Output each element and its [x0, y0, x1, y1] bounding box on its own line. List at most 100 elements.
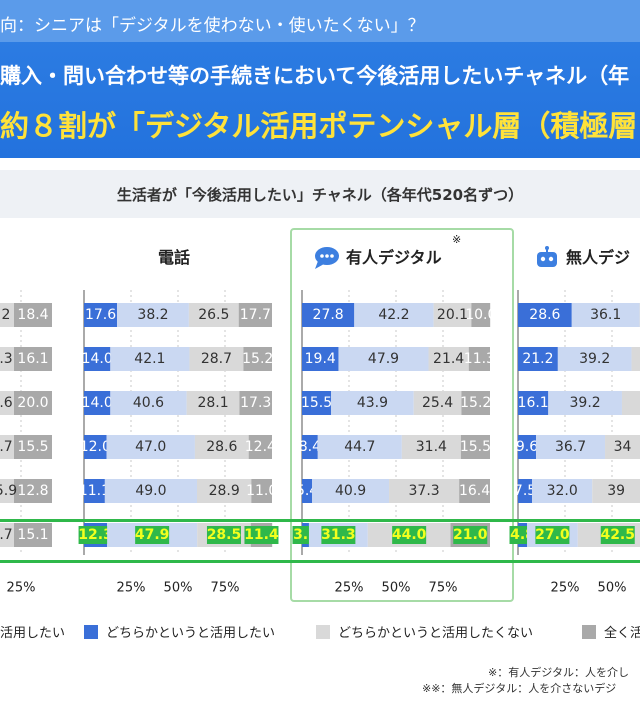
- section-unmanned-digital: 無人デジ: [566, 248, 631, 267]
- bar-segment: [460, 435, 490, 459]
- legend-swatch-4: [582, 625, 596, 639]
- bar-segment: [459, 479, 490, 503]
- bar-data-label: 12.0: [80, 439, 111, 455]
- bar-segment: [354, 303, 434, 327]
- bar-segment: [84, 303, 118, 327]
- bar-data-label: 11.4: [244, 527, 279, 543]
- highlight-label-bg: [600, 526, 635, 544]
- bar-segment: [592, 479, 640, 503]
- bar-data-label: 28.9: [209, 483, 240, 499]
- bar-data-label: 7.5: [514, 483, 536, 499]
- bar-data-label: 9.6: [516, 439, 538, 455]
- bar-data-label: 31.3: [321, 527, 356, 543]
- bar-data-label: 12.3: [78, 527, 113, 543]
- bar-data-label: 27.0: [535, 527, 570, 543]
- bar-segment: [302, 435, 318, 459]
- bar-data-label: 2: [2, 307, 11, 323]
- bar-segment: [239, 391, 272, 415]
- bar-segment: [251, 479, 272, 503]
- bar-segment: [331, 391, 414, 415]
- bar-segment: [14, 303, 52, 327]
- footnote-2: ※※：無人デジタル：人を介さないデジ: [422, 682, 617, 695]
- bar-segment: [532, 479, 593, 503]
- footnote-1: ※：有人デジタル：人を介し: [488, 666, 629, 679]
- axis-tick-label: 25%: [117, 581, 146, 596]
- bar-data-label: 37.3: [409, 483, 440, 499]
- bar-segment: [518, 303, 572, 327]
- bar-data-label: 28.7: [201, 351, 232, 367]
- bar-data-label: 43.9: [357, 395, 388, 411]
- bar-segment: [14, 523, 52, 547]
- bar-segment: [14, 479, 52, 503]
- bar-segment: [413, 391, 462, 415]
- bar-data-label: 19.4: [305, 351, 336, 367]
- bar-data-label: 15.5: [301, 395, 332, 411]
- bar-data-label: 14.0: [82, 395, 113, 411]
- bar-segment: [84, 391, 111, 415]
- bar-data-label: 20.1: [437, 307, 468, 323]
- section-human-digital: 有人デジタル: [346, 248, 442, 267]
- bar-segment: [110, 391, 187, 415]
- highlight-row-band: [0, 519, 640, 563]
- legend-swatch-3: [316, 625, 330, 639]
- bar-data-label: 38.2: [137, 307, 168, 323]
- axis-tick-label: 25%: [551, 581, 580, 596]
- human-digital-highlight-box: [290, 228, 514, 602]
- highlight-label-bg: [244, 526, 279, 544]
- bar-data-label: 39: [607, 483, 625, 499]
- bar-data-label: 20.0: [17, 395, 48, 411]
- bar-data-label: 16.1: [17, 351, 48, 367]
- bar-segment: [84, 435, 107, 459]
- bar-segment: [428, 347, 469, 371]
- bar-data-label: 44.7: [344, 439, 375, 455]
- highlight-label-bg: [206, 526, 241, 544]
- bar-segment: [518, 435, 537, 459]
- bar-data-label: 47.9: [368, 351, 399, 367]
- bar-segment: [104, 479, 197, 503]
- bar-data-label: .7: [0, 527, 13, 543]
- axis-tick-label: 50%: [598, 581, 627, 596]
- bar-segment: [0, 391, 14, 415]
- bar-segment: [194, 435, 249, 459]
- bar-segment: [312, 479, 390, 503]
- bar-segment: [0, 523, 14, 547]
- bar-data-label: 17.3: [240, 395, 271, 411]
- bar-segment: [389, 479, 460, 503]
- bar-segment: [471, 303, 491, 327]
- legend-item-3: どちらかというと活用したくない: [338, 626, 534, 641]
- bar-data-label: 17.6: [85, 307, 116, 323]
- bar-data-label: 25.4: [422, 395, 453, 411]
- bar-segment: [433, 303, 472, 327]
- bar-segment: [14, 347, 52, 371]
- bar-data-label: 39.2: [570, 395, 601, 411]
- bar-data-label: 31.4: [416, 439, 447, 455]
- bar-segment: [117, 303, 189, 327]
- chart-title: 生活者が「今後活用したい」チャネル（各年代520名ずつ）: [116, 186, 524, 204]
- robot-icon: [537, 246, 557, 267]
- bar-segment: [0, 435, 14, 459]
- bar-data-label: 15.2: [460, 395, 491, 411]
- bar-data-label: 44.0: [392, 527, 427, 543]
- header-line2: 購入・問い合わせ等の手続きにおいて今後活用したいチャネル（年: [0, 64, 630, 88]
- bar-data-label: 27.8: [313, 307, 344, 323]
- bar-data-label: 10.0: [465, 307, 496, 323]
- human-digital-footnote-mark: ※: [452, 233, 462, 246]
- bar-data-label: 16.1: [518, 395, 549, 411]
- bar-segment: [106, 435, 195, 459]
- highlight-label-bg: [453, 526, 488, 544]
- header-topbar: [0, 0, 640, 42]
- highlight-label-bg: [78, 526, 113, 544]
- bar-data-label: 21.2: [522, 351, 553, 367]
- axis-tick-label: 50%: [164, 581, 193, 596]
- bar-data-label: 42.5: [600, 527, 635, 543]
- bar-data-label: 15.5: [17, 439, 48, 455]
- bar-data-label: 40.9: [335, 483, 366, 499]
- axis-tick-label: 75%: [211, 581, 240, 596]
- bar-data-label: 36.1: [590, 307, 621, 323]
- bar-segment: [461, 391, 490, 415]
- section-phone: 電話: [158, 248, 191, 267]
- bar-segment: [571, 303, 640, 327]
- axis-tick-label: 25%: [7, 581, 36, 596]
- bar-segment: [186, 391, 240, 415]
